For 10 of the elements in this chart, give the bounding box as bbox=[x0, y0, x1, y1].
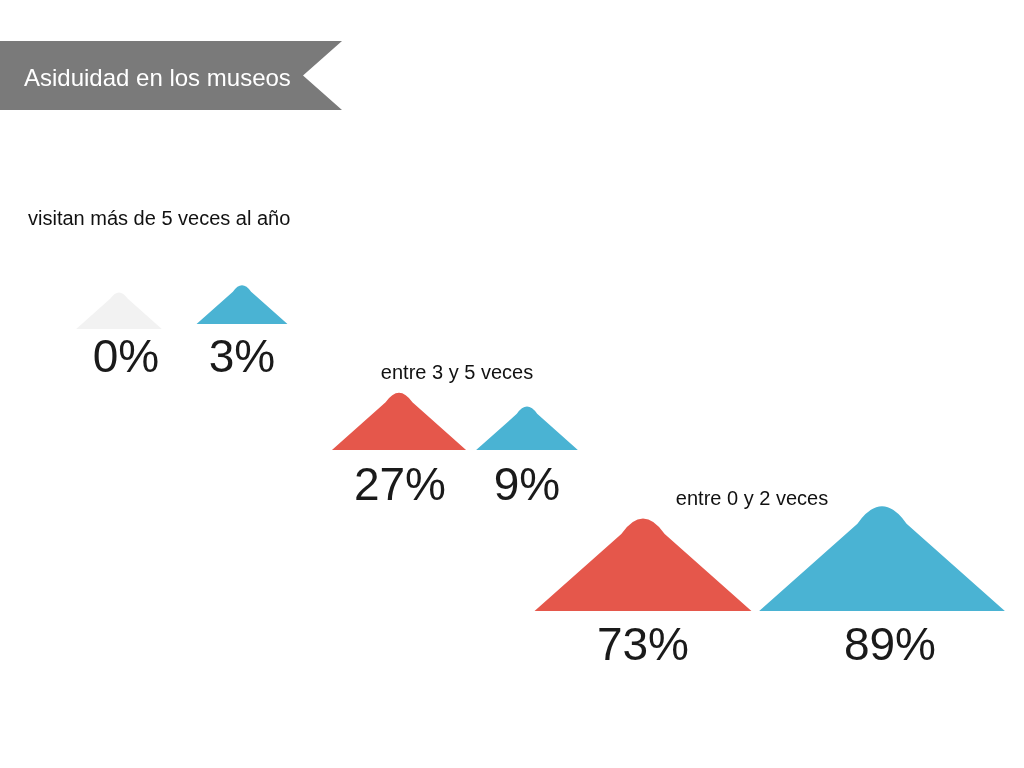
category-label: entre 0 y 2 veces bbox=[675, 487, 829, 509]
text: Asiduidad en los museos bbox=[24, 64, 291, 91]
data-label: 89% bbox=[843, 618, 937, 670]
data-label: 3% bbox=[208, 330, 276, 382]
category-label: entre 3 y 5 veces bbox=[380, 361, 534, 383]
data-label: 73% bbox=[596, 618, 690, 670]
data-label: 0% bbox=[92, 330, 160, 382]
category-label: visitan más de 5 veces al año bbox=[28, 207, 291, 229]
data-label: 27% bbox=[353, 458, 447, 510]
data-label: 9% bbox=[493, 458, 561, 510]
